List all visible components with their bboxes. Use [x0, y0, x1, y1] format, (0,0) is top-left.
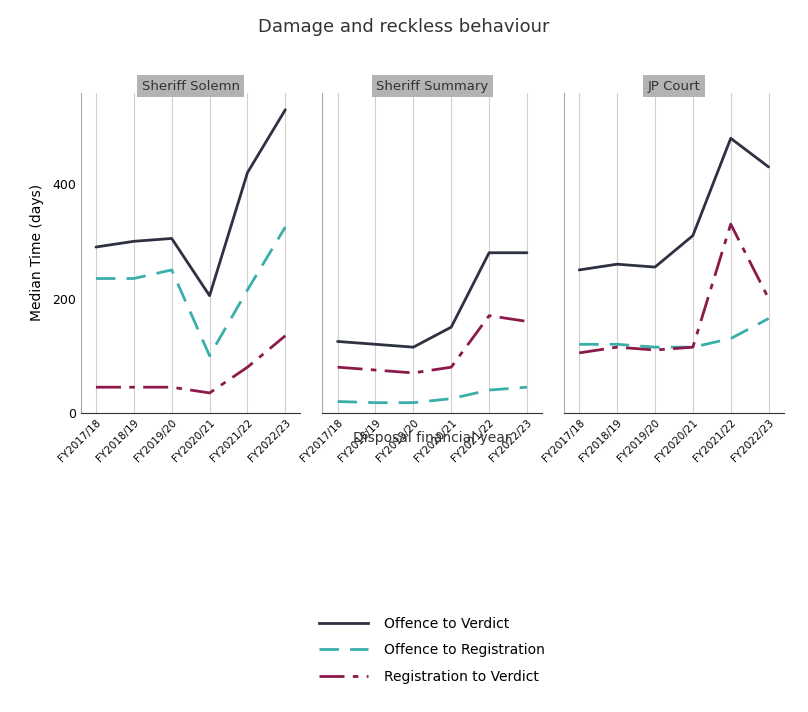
Text: Damage and reckless behaviour: Damage and reckless behaviour	[259, 18, 549, 36]
Text: JP Court: JP Court	[647, 80, 701, 93]
Text: Sheriff Summary: Sheriff Summary	[377, 80, 488, 93]
Y-axis label: Median Time (days): Median Time (days)	[30, 184, 44, 321]
Text: Disposal financial year: Disposal financial year	[353, 431, 511, 445]
Text: Sheriff Solemn: Sheriff Solemn	[141, 80, 240, 93]
Legend: Offence to Verdict, Offence to Registration, Registration to Verdict: Offence to Verdict, Offence to Registrat…	[319, 617, 545, 684]
